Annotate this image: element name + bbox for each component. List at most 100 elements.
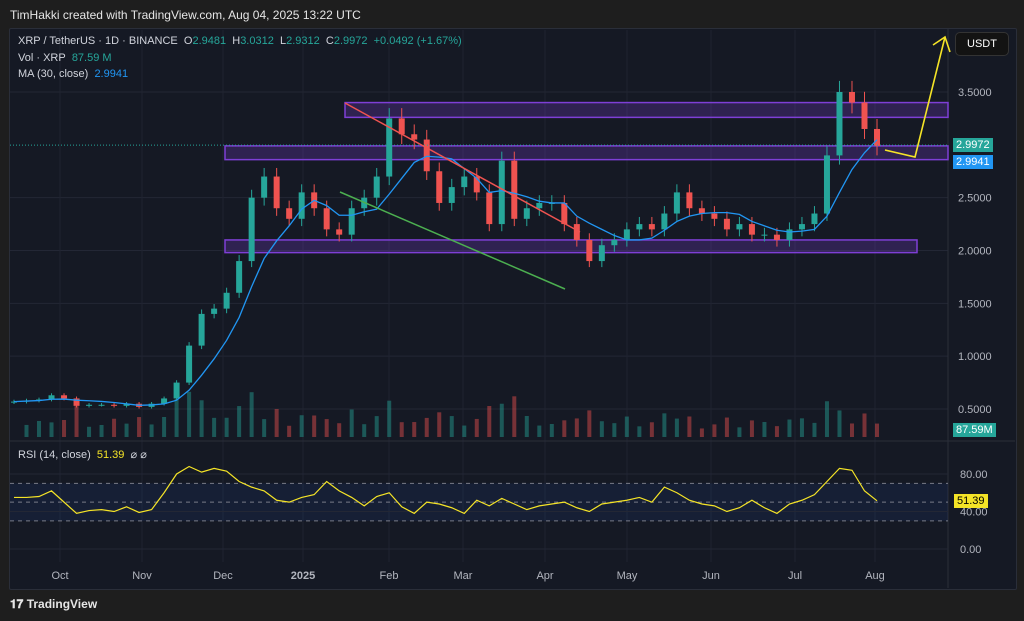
chart-frame[interactable] (9, 28, 1017, 590)
volume-bar (587, 410, 592, 437)
candle (848, 92, 855, 103)
close-label: C (325, 35, 334, 47)
volume-bar (662, 413, 667, 437)
candle (273, 176, 280, 209)
tradingview-logo[interactable]: 𝟏𝟕 TradingView (10, 597, 97, 612)
candle (436, 171, 443, 203)
ma-legend: MA (30, close) 2.9941 (18, 68, 128, 80)
volume-bar (674, 418, 679, 437)
candle (298, 192, 305, 219)
candle (373, 176, 380, 198)
candle (348, 208, 355, 235)
volume-bar (112, 418, 117, 437)
high-value: 3.0312 (240, 35, 274, 47)
candle (11, 401, 17, 403)
rsi-legend: RSI (14, close) 51.39 ⌀ ⌀ (18, 448, 147, 461)
volume-bar (274, 409, 279, 437)
volume-bar (837, 410, 842, 437)
volume-bar (449, 416, 454, 437)
candle (411, 134, 418, 140)
rsi-tick-label: 80.00 (960, 469, 988, 481)
volume-bar (137, 417, 142, 437)
volume-bar (549, 424, 554, 437)
candle (86, 404, 93, 406)
volume-bar (762, 422, 767, 437)
volume-bar (512, 396, 517, 437)
candle (423, 139, 430, 172)
volume-bar (799, 418, 804, 437)
volume-bar (499, 403, 504, 437)
candle (61, 395, 68, 399)
volume-bar (649, 422, 654, 437)
time-tick-label: Apr (536, 570, 553, 582)
zone-box (224, 145, 949, 161)
volume-bar (324, 419, 329, 437)
volume-bar (87, 426, 92, 437)
ma-value: 2.9941 (94, 68, 129, 80)
projection-arrow (884, 36, 946, 158)
volume-bar (424, 417, 429, 437)
candle (236, 261, 243, 293)
volume-bar (562, 420, 567, 437)
ohlc-legend: XRP / TetherUS · 1D · BINANCE O2.9481 H3… (18, 35, 462, 47)
support-trendline (339, 191, 566, 290)
volume-bar (774, 426, 779, 437)
time-tick-label: Jun (702, 570, 720, 582)
volume-bar (787, 419, 792, 437)
volume-bar (487, 406, 492, 437)
time-tick-label: Mar (454, 570, 473, 582)
candle (261, 176, 268, 198)
candle (398, 118, 405, 135)
price-tick-label: 2.0000 (958, 246, 992, 258)
candle (786, 229, 793, 240)
currency-button[interactable]: USDT (955, 32, 1009, 56)
volume-bar (699, 428, 704, 437)
close-value: 2.9972 (333, 35, 368, 47)
candle (748, 224, 755, 235)
volume-bar (99, 425, 104, 437)
candle (448, 187, 455, 203)
volume-bar (399, 422, 404, 437)
candle (211, 308, 218, 314)
candle (823, 155, 830, 214)
volume-bar (224, 417, 229, 437)
candle (648, 224, 655, 230)
volume-label: Vol · XRP (18, 52, 66, 64)
volume-bar (737, 427, 742, 437)
rsi-value: 51.39 (96, 449, 125, 461)
time-tick-label: 2025 (291, 570, 315, 582)
low-label: L (279, 35, 287, 47)
time-tick-label: May (617, 570, 638, 582)
candle (248, 197, 255, 262)
volume-bar (824, 401, 829, 437)
candle (486, 192, 493, 225)
candle (686, 192, 693, 209)
candle (811, 213, 818, 225)
volume-bar (337, 423, 342, 437)
volume-bar (299, 415, 304, 437)
candle (874, 128, 880, 146)
volume-bar (612, 423, 617, 437)
zone-box (224, 239, 918, 254)
zone-box (344, 101, 949, 119)
volume-bar (624, 416, 629, 437)
symbol-title[interactable]: XRP / TetherUS · 1D · BINANCE (18, 35, 178, 47)
time-tick-label: Nov (132, 570, 152, 582)
arrow-head-icon (932, 35, 951, 53)
candle (323, 208, 330, 230)
volume-bar (849, 423, 854, 437)
time-tick-label: Feb (380, 570, 399, 582)
candle (386, 118, 393, 177)
volume-bar (37, 420, 42, 437)
candle (286, 208, 293, 219)
volume-bar (724, 417, 729, 437)
time-tick-label: Aug (865, 570, 885, 582)
volume-bar (124, 423, 129, 437)
volume-bar (862, 413, 867, 437)
rsi-label: RSI (14, close) (18, 449, 91, 461)
candle (723, 218, 730, 230)
candle (573, 224, 580, 240)
volume-bar (599, 421, 604, 437)
volume-bar (637, 426, 642, 437)
